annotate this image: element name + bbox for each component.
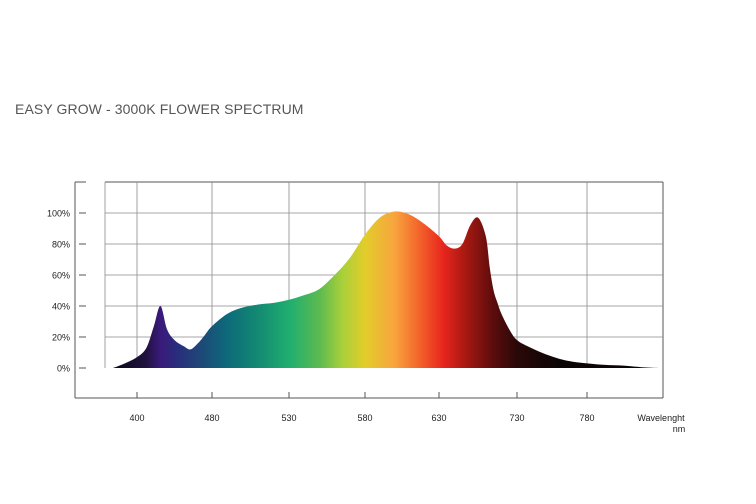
x-axis-label: Wavelenght [637,413,685,423]
y-tick-label: 100% [47,209,70,219]
y-axis: 0% 20% 40% 60% 80% 100% [47,209,86,374]
y-tick-label: 0% [57,364,70,374]
x-tick-label: 400 [129,413,144,423]
x-axis-unit: nm [673,424,686,434]
x-tick-label: 630 [431,413,446,423]
y-tick-label: 20% [52,333,70,343]
x-tick-label: 480 [204,413,219,423]
x-tick-label: 580 [357,413,372,423]
y-tick-label: 60% [52,271,70,281]
spectrum-series-area [113,211,660,368]
plot-frame [74,181,664,399]
chart-title: EASY GROW - 3000K FLOWER SPECTRUM [15,101,304,117]
x-tick-label: 780 [579,413,594,423]
x-tick-label: 530 [281,413,296,423]
spectrum-area [113,211,660,368]
x-axis: 400 480 530 580 630 730 780 [129,392,664,423]
x-tick-label: 730 [509,413,524,423]
y-tick-label: 40% [52,302,70,312]
y-tick-label: 80% [52,240,70,250]
